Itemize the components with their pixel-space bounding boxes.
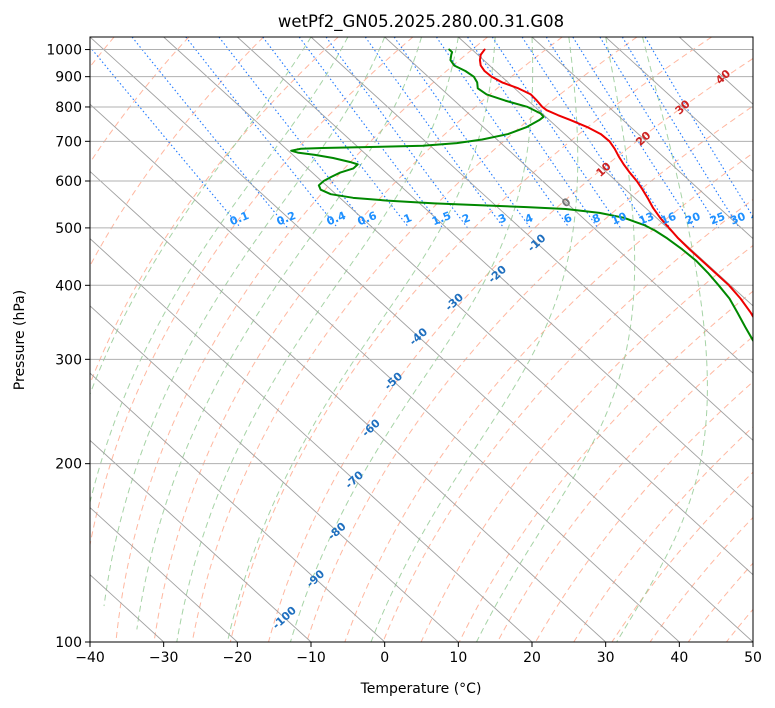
mixing-ratio-label: 13	[637, 210, 656, 228]
isotherm-line	[384, 37, 753, 374]
x-tick-label: −40	[75, 650, 105, 666]
mixing-ratio-line	[90, 46, 242, 229]
mixing-ratio-line	[364, 37, 505, 229]
y-tick-label: 700	[55, 134, 82, 150]
y-tick-label: 600	[55, 174, 82, 190]
mixing-ratio-line	[621, 37, 740, 229]
profile-series	[290, 48, 753, 343]
y-axis-label: Pressure (hPa)	[12, 290, 28, 390]
y-tick-label: 500	[55, 221, 82, 237]
dry-adiabat	[306, 105, 753, 642]
dry-adiabat	[153, 37, 563, 642]
temperature-line	[478, 48, 753, 319]
isotherm-line	[90, 170, 606, 642]
isotherm-line	[605, 37, 753, 173]
moist-adiabat	[289, 37, 534, 642]
background-lines	[90, 37, 753, 642]
mixing-ratio-label: 25	[708, 210, 727, 228]
x-tick-label: 20	[523, 650, 541, 666]
isotherm-line	[90, 238, 533, 642]
mixing-ratio-line	[467, 37, 599, 229]
dry-adiabat	[496, 335, 753, 642]
y-tick-label: 400	[55, 278, 82, 294]
mixing-ratio-label: 1	[402, 211, 414, 226]
chart-title: wetPf2_GN05.2025.280.00.31.G08	[278, 12, 564, 32]
isotherm-line	[310, 37, 753, 441]
x-tick-label: 50	[744, 650, 762, 666]
isotherm-line	[90, 439, 312, 642]
x-axis-label: Temperature (°C)	[360, 681, 482, 697]
isotherm-line	[531, 37, 753, 240]
mixing-ratio-line	[185, 37, 338, 229]
dry-adiabat	[90, 37, 264, 267]
mixing-ratio-label: 20	[683, 210, 702, 228]
mixing-ratio-label: 16	[659, 210, 678, 228]
y-axis: 1000 900 800 700 600 500 400 300 200 100	[46, 43, 90, 651]
y-tick-label: 200	[55, 457, 82, 473]
isotherm-line	[90, 305, 459, 642]
mixing-ratio-line	[545, 37, 671, 229]
moist-adiabat	[136, 37, 422, 630]
y-tick-label: 1000	[46, 43, 82, 59]
x-axis: −40 −30 −20 −10 0 10 20 30 40 50	[75, 642, 762, 666]
mixing-ratio-line	[572, 37, 695, 229]
mixing-ratio-line	[435, 37, 570, 229]
y-tick-label: 800	[55, 100, 82, 116]
moist-adiabat	[226, 37, 496, 642]
x-tick-label: 40	[670, 650, 688, 666]
isotherm-line	[90, 506, 238, 642]
dry-adiabat	[90, 37, 414, 548]
x-tick-label: 10	[449, 650, 467, 666]
y-tick-label: 100	[55, 635, 82, 651]
mixing-ratio-line	[262, 37, 410, 229]
dry-adiabat	[268, 57, 753, 642]
isotherm-line	[237, 37, 753, 509]
moist-adiabat	[90, 37, 312, 396]
moist-adiabat	[103, 37, 386, 607]
y-tick-label: 900	[55, 70, 82, 86]
moist-adiabat	[370, 37, 579, 642]
mixing-ratio-label: 10	[610, 210, 629, 228]
moist-adiabat	[616, 37, 708, 642]
x-tick-label: −20	[223, 650, 253, 666]
mixing-ratio-label: 36	[749, 210, 768, 228]
dry-adiabat	[229, 37, 712, 642]
mixing-ratio-line	[298, 37, 444, 229]
isotherm-line	[90, 37, 753, 642]
y-tick-label: 300	[55, 352, 82, 368]
isotherm-line	[458, 37, 753, 307]
dry-adiabat	[535, 381, 753, 642]
isotherm-line	[90, 103, 680, 642]
mixing-ratio-label: 3	[496, 211, 508, 226]
x-tick-label: −30	[149, 650, 179, 666]
mixing-ratio-line	[521, 37, 649, 229]
mixing-ratio-line	[131, 37, 289, 229]
mixing-ratio-label: 8	[590, 211, 602, 226]
x-tick-label: 0	[380, 650, 389, 666]
dry-adiabat	[90, 37, 190, 164]
x-tick-label: −10	[296, 650, 326, 666]
pressure-grid	[90, 49, 753, 642]
mixing-ratio-label: 30	[728, 210, 747, 228]
isotherm-line	[90, 372, 385, 642]
x-tick-label: 30	[597, 650, 615, 666]
dry-adiabat	[115, 37, 488, 642]
plot-frame	[89, 36, 754, 643]
mixing-ratio-line	[491, 37, 621, 229]
dewpoint-line	[290, 48, 753, 343]
mixing-ratio-label: 2	[460, 211, 472, 226]
isotherm-line	[163, 37, 753, 576]
moist-adiabat	[476, 37, 636, 642]
mixing-ratio-line	[325, 37, 468, 229]
dry-adiabat	[191, 37, 638, 642]
